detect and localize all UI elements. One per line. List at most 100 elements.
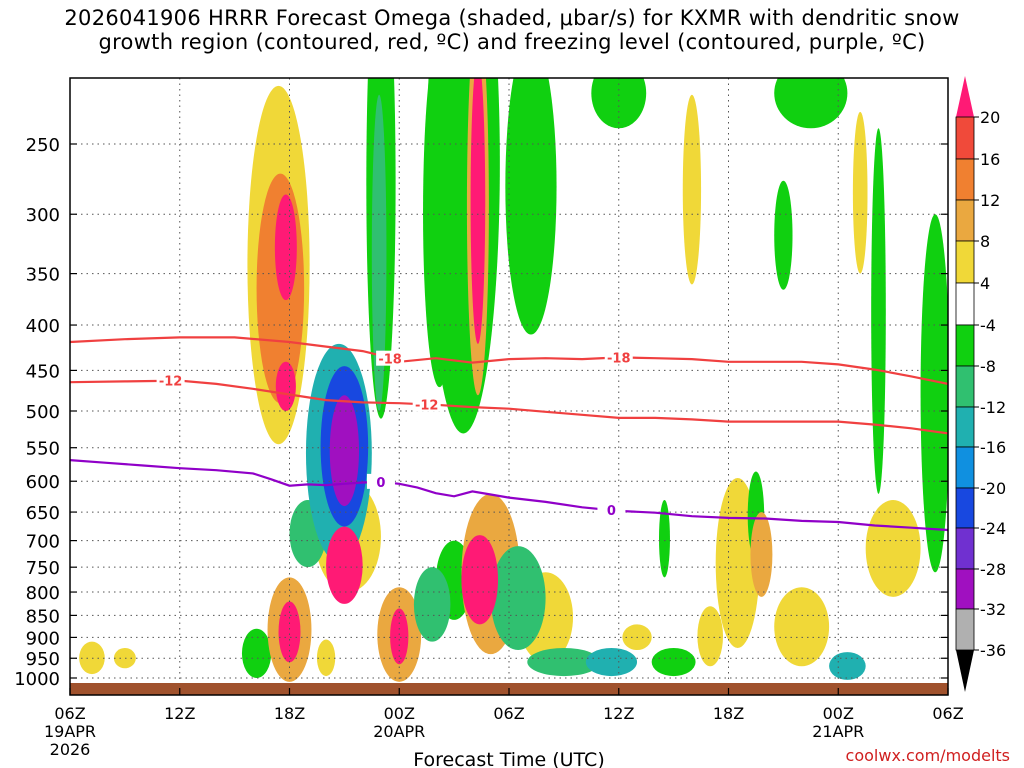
omega-cell [585, 647, 638, 677]
x-tick-label: 06Z [932, 704, 963, 723]
contour-label-background [597, 502, 626, 518]
contour-label: 0 [607, 504, 616, 519]
omega-cell [371, 94, 387, 411]
x-tick-label: 18Z [274, 704, 305, 723]
omega-cell [852, 111, 868, 274]
colorbar-label: -16 [980, 438, 1006, 457]
source-credit: coolwx.com/modelts [846, 746, 1010, 765]
y-tick-label: 950 [26, 649, 60, 670]
x-tick-label: 18Z [713, 704, 744, 723]
omega-cell [113, 647, 136, 669]
x-date-label: 20APR [373, 722, 425, 741]
x-tick-label: 00Z [384, 704, 415, 723]
colorbar-label: -8 [980, 357, 996, 376]
colorbar-segment [955, 240, 975, 284]
y-tick-label: 300 [26, 205, 60, 226]
pressure-axis: 2503003504004505005506006507007508008509… [14, 135, 948, 690]
x-date-label: 19APR [44, 722, 96, 741]
omega-cell [423, 78, 456, 388]
contour-line-freezing-0 [70, 459, 948, 532]
contour-label-background [604, 349, 633, 365]
x-tick-label: 06Z [54, 704, 85, 723]
colorbar-segment [955, 446, 975, 489]
y-tick-label: 700 [26, 532, 60, 553]
omega-cell [505, 78, 557, 335]
y-tick-label: 1000 [14, 669, 60, 690]
omega-cell [697, 606, 724, 667]
colorbar-segment [955, 282, 975, 326]
x-tick-label: 06Z [493, 704, 524, 723]
x-year-label: 2026 [50, 740, 91, 759]
colorbar-bottom-arrow [956, 650, 974, 692]
y-tick-label: 850 [26, 606, 60, 627]
y-tick-label: 450 [26, 361, 60, 382]
x-tick-label: 12Z [164, 704, 195, 723]
y-tick-label: 500 [26, 402, 60, 423]
omega-shading [79, 78, 948, 682]
omega-cell [274, 194, 297, 301]
omega-cell [829, 652, 866, 680]
y-tick-label: 900 [26, 628, 60, 649]
omega-cell [865, 500, 921, 597]
contour-line-dgz-minus12 [70, 379, 948, 435]
colorbar-segment [955, 527, 975, 570]
omega-cell [79, 641, 105, 675]
y-tick-label: 650 [26, 503, 60, 524]
y-tick-label: 550 [26, 439, 60, 460]
contour-label: -18 [607, 351, 631, 366]
colorbar-label: 12 [980, 191, 1000, 210]
x-date-label: 21APR [812, 722, 864, 741]
colorbar-segment [955, 116, 975, 160]
y-tick-label: 600 [26, 472, 60, 493]
contour-line-dgz-minus18 [70, 336, 948, 385]
contour-label-background [156, 372, 185, 388]
omega-cell [278, 601, 301, 663]
omega-cell [490, 546, 546, 651]
omega-cell [527, 647, 601, 677]
x-axis-label: Forecast Time (UTC) [413, 749, 604, 768]
colorbar-label: -20 [980, 479, 1006, 498]
colorbar-segment [955, 406, 975, 448]
contour-label: -12 [415, 398, 439, 413]
contour-label: 0 [376, 476, 385, 491]
omega-cell [658, 500, 670, 578]
colorbar-label: -32 [980, 600, 1006, 619]
colorbar-top-arrow [956, 76, 974, 117]
omega-cell [871, 128, 886, 494]
colorbar-label: -4 [980, 316, 996, 335]
omega-cell [329, 395, 360, 507]
colorbar-segment [955, 324, 975, 367]
x-tick-label: 00Z [823, 704, 854, 723]
omega-cell [241, 628, 272, 678]
contour-label: -18 [378, 353, 402, 368]
omega-cell [774, 587, 830, 667]
y-tick-label: 750 [26, 558, 60, 579]
omega-cell [470, 78, 486, 344]
omega-cell [682, 94, 702, 285]
colorbar-label: -12 [980, 398, 1006, 417]
colorbar-label: 4 [980, 274, 990, 293]
colorbar-label: -24 [980, 519, 1006, 538]
omega-cell [651, 647, 696, 677]
contour-labels: -18 -18 -12 -12 0 0 [156, 349, 633, 519]
omega-cell [591, 78, 647, 129]
contour-label-background [412, 396, 441, 412]
omega-cell [461, 535, 499, 625]
colorbar-label: 20 [980, 108, 1000, 127]
colorbar-segment [955, 608, 975, 651]
omega-colorbar: 20 16 12 8 4 -4 -8 -12 -16 -20 -24 -28 -32 -36 [955, 76, 1006, 692]
grid-lines [69, 78, 949, 695]
contour-label-background [366, 473, 395, 489]
colorbar-segment [955, 487, 975, 529]
chart-title-line-2: growth region (contoured, red, ºC) and f… [98, 30, 926, 54]
omega-cell [275, 361, 296, 412]
omega-cell [413, 567, 451, 642]
omega-cell [316, 639, 336, 677]
omega-cell [920, 214, 948, 573]
omega-cell [774, 78, 848, 129]
colorbar-segment [955, 158, 975, 201]
y-tick-label: 250 [26, 135, 60, 156]
temperature-contours [70, 336, 948, 532]
